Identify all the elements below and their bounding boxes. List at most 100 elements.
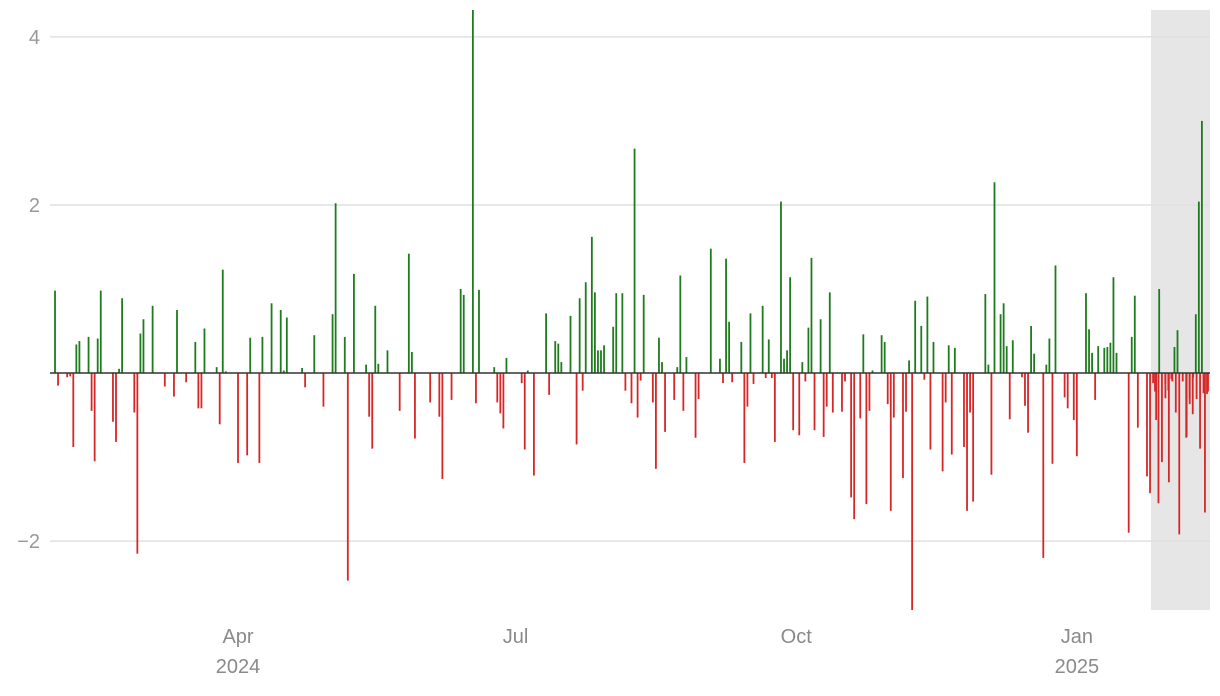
shaded-forecast-region — [1150, 10, 1210, 610]
bar — [1164, 373, 1167, 399]
bar — [676, 367, 679, 374]
bar — [66, 373, 69, 378]
bar — [728, 321, 731, 374]
bar — [429, 373, 432, 403]
bar — [749, 313, 752, 374]
bar — [322, 373, 325, 407]
bar — [633, 148, 636, 374]
bar — [1206, 373, 1208, 395]
bar — [883, 341, 886, 374]
bar — [1030, 325, 1032, 374]
bar — [142, 319, 145, 374]
bar — [471, 10, 474, 374]
bar — [926, 296, 929, 374]
bar — [520, 373, 523, 384]
x-tick-label: Jul — [503, 626, 529, 648]
bar — [575, 373, 578, 445]
bar — [892, 373, 895, 418]
bar — [1048, 338, 1051, 374]
bar — [96, 338, 99, 374]
bar — [502, 373, 505, 429]
bar — [999, 314, 1002, 374]
bar — [1027, 373, 1029, 433]
bar — [731, 373, 734, 383]
bar — [1192, 373, 1195, 378]
shaded-region-layer — [1150, 10, 1210, 610]
bar — [569, 315, 572, 374]
bar — [1024, 373, 1026, 406]
bar — [1174, 373, 1177, 413]
bar — [377, 363, 380, 374]
bar — [414, 373, 416, 439]
bar — [908, 360, 910, 374]
bar — [1045, 364, 1048, 374]
bar — [639, 373, 642, 381]
bar — [90, 373, 93, 411]
bar — [953, 347, 956, 374]
bar — [1181, 373, 1184, 382]
bar — [655, 373, 657, 469]
bar — [911, 373, 914, 610]
bar — [923, 373, 926, 380]
bar — [966, 373, 968, 511]
bar — [1197, 201, 1200, 374]
bar — [697, 373, 700, 400]
bar — [493, 367, 496, 374]
bar — [789, 277, 792, 374]
bar — [78, 341, 81, 374]
bar — [841, 373, 843, 412]
bar — [218, 373, 221, 425]
bar — [505, 357, 508, 374]
bar — [526, 370, 529, 374]
bar — [407, 253, 410, 374]
y-tick-label: 2 — [29, 195, 40, 217]
bar — [972, 373, 975, 502]
bar — [1088, 329, 1090, 374]
x-tick-label: Apr — [222, 626, 253, 648]
bar — [1200, 120, 1203, 374]
bar — [151, 305, 154, 374]
bar — [496, 373, 499, 403]
bar — [441, 373, 444, 479]
bar — [792, 373, 795, 431]
bar — [880, 335, 883, 374]
bar — [459, 288, 462, 374]
bar — [554, 341, 557, 374]
bar — [346, 373, 349, 581]
bar — [1207, 373, 1209, 392]
bar — [673, 373, 676, 400]
bar — [560, 362, 563, 374]
bar — [185, 373, 188, 383]
bar — [822, 373, 825, 437]
bar — [828, 292, 831, 374]
bar — [499, 373, 502, 414]
bar — [557, 343, 560, 374]
bar — [752, 373, 755, 384]
bar — [1188, 373, 1191, 399]
bar — [386, 350, 389, 374]
bar — [121, 298, 124, 374]
bar — [773, 373, 776, 442]
bar — [1005, 346, 1008, 374]
bar — [831, 373, 834, 413]
bar — [72, 373, 75, 447]
bar — [1191, 373, 1194, 415]
bar — [54, 290, 56, 374]
bar — [1178, 373, 1181, 535]
bar — [224, 371, 227, 374]
bar — [987, 364, 990, 374]
bar — [682, 373, 685, 411]
bar — [801, 362, 804, 374]
bar — [947, 345, 950, 374]
bar — [176, 310, 178, 374]
bar — [807, 327, 810, 374]
bar — [709, 248, 712, 374]
bar — [804, 373, 807, 382]
bar — [1109, 342, 1112, 374]
bar — [1091, 352, 1093, 374]
bar — [1112, 277, 1115, 374]
bar — [1146, 373, 1148, 477]
bar — [261, 336, 264, 374]
bar — [133, 373, 136, 413]
